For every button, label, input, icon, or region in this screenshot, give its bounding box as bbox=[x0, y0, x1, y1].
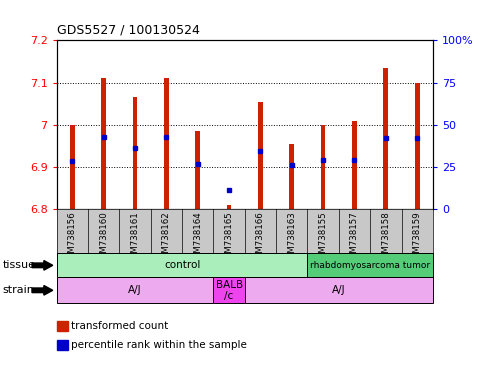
Bar bbox=[164, 78, 169, 209]
Text: GSM738160: GSM738160 bbox=[99, 212, 108, 264]
Bar bbox=[245, 277, 433, 303]
Bar bbox=[195, 131, 200, 209]
Bar bbox=[227, 205, 231, 209]
Text: transformed count: transformed count bbox=[71, 321, 169, 331]
Text: GSM738163: GSM738163 bbox=[287, 212, 296, 264]
Text: GSM738159: GSM738159 bbox=[413, 212, 422, 264]
Text: GSM738158: GSM738158 bbox=[381, 212, 390, 264]
Text: strain: strain bbox=[2, 285, 35, 295]
Text: BALB
/c: BALB /c bbox=[215, 280, 243, 301]
Bar bbox=[133, 98, 138, 209]
Bar bbox=[321, 125, 325, 209]
Bar bbox=[70, 125, 75, 209]
Bar bbox=[289, 144, 294, 209]
Text: GSM738157: GSM738157 bbox=[350, 212, 359, 264]
Text: GDS5527 / 100130524: GDS5527 / 100130524 bbox=[57, 23, 200, 36]
Bar bbox=[258, 102, 263, 209]
Text: A/J: A/J bbox=[332, 285, 346, 295]
Text: GSM738166: GSM738166 bbox=[256, 212, 265, 264]
Bar bbox=[57, 253, 308, 277]
Text: GSM738162: GSM738162 bbox=[162, 212, 171, 264]
Text: GSM738165: GSM738165 bbox=[225, 212, 234, 264]
Bar bbox=[352, 121, 357, 209]
Text: GSM738156: GSM738156 bbox=[68, 212, 77, 264]
Bar bbox=[415, 83, 420, 209]
Text: GSM738164: GSM738164 bbox=[193, 212, 202, 264]
Bar bbox=[57, 277, 213, 303]
Text: GSM738155: GSM738155 bbox=[318, 212, 328, 264]
Bar bbox=[308, 253, 433, 277]
Bar bbox=[213, 277, 245, 303]
Text: control: control bbox=[164, 260, 200, 270]
Text: GSM738161: GSM738161 bbox=[131, 212, 140, 264]
Bar bbox=[384, 68, 388, 209]
Text: percentile rank within the sample: percentile rank within the sample bbox=[71, 340, 247, 350]
Text: rhabdomyosarcoma tumor: rhabdomyosarcoma tumor bbox=[310, 261, 430, 270]
Bar bbox=[102, 78, 106, 209]
Text: tissue: tissue bbox=[2, 260, 35, 270]
Text: A/J: A/J bbox=[128, 285, 142, 295]
